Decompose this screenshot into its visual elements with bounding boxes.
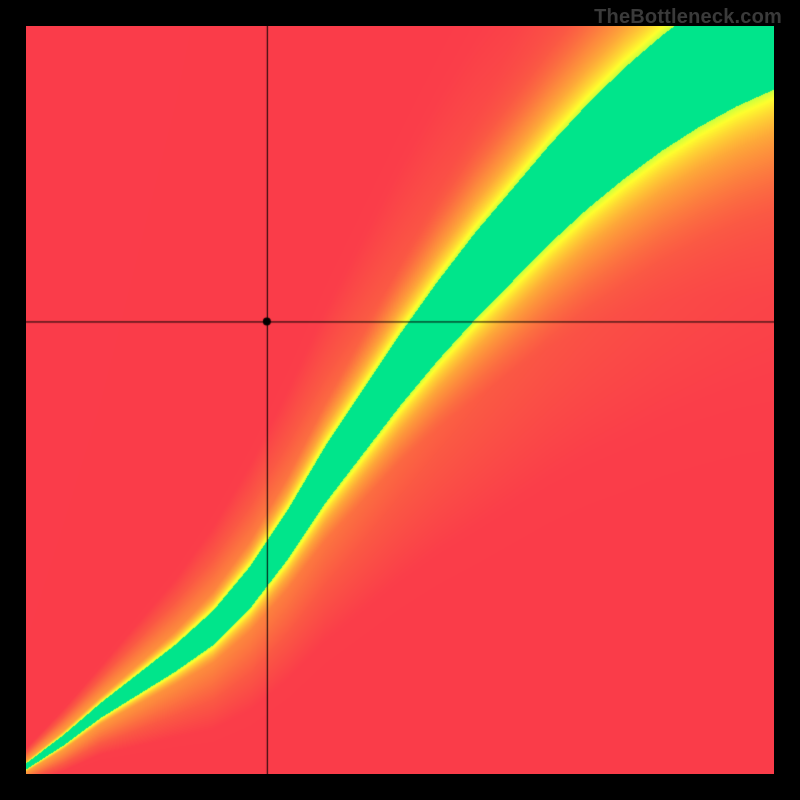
chart-container: { "watermark": "TheBottleneck.com", "cha… [0,0,800,800]
bottleneck-heatmap [26,26,774,774]
watermark-text: TheBottleneck.com [594,6,782,29]
